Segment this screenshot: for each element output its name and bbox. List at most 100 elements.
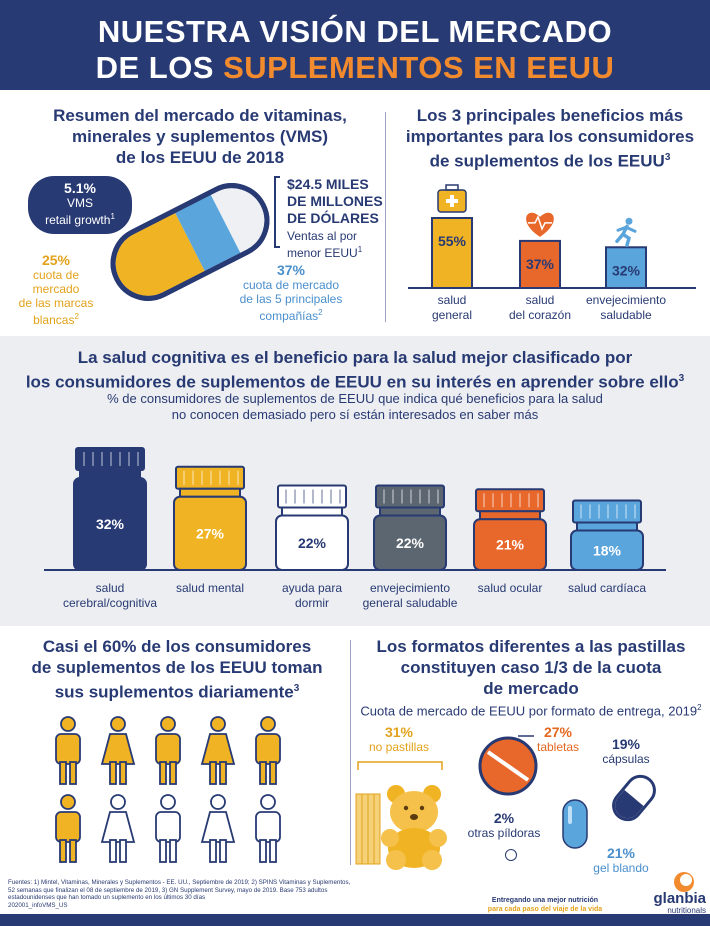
title-accent: SUPLEMENTOS EN EEUU <box>223 50 615 85</box>
sources: Fuentes: 1) Mintel, Vitaminas, Minerales… <box>8 879 448 909</box>
person-filled-icon <box>55 716 81 785</box>
header-banner: NUESTRA VISIÓN DEL MERCADO DE LOS SUPLEM… <box>0 0 710 90</box>
total-desc: Ventas al por <box>287 229 358 243</box>
benefits-title-line: importantes para los consumidores <box>405 127 695 146</box>
bottle-label: salud mental <box>176 581 244 595</box>
nonpill-value: 31% <box>384 724 414 740</box>
private-value: 25% <box>41 252 71 268</box>
first-aid-kit-icon <box>437 184 467 213</box>
softgel-label: gel blando <box>593 861 649 875</box>
person-filled-icon <box>200 716 236 785</box>
bracket <box>274 176 280 248</box>
footnote-sup: 2 <box>697 703 702 712</box>
people-grid <box>40 712 300 872</box>
formats-subtitle: Cuota de mercado de EEUU por formato de … <box>356 703 706 718</box>
benefit-bar <box>431 217 473 289</box>
bottle-label: general saludable <box>363 596 458 610</box>
capsules-value: 19% <box>611 736 641 752</box>
person-filled-icon <box>255 716 281 785</box>
cognitive-title-line: La salud cognitiva es el beneficio para … <box>77 348 633 367</box>
source-line: Fuentes: 1) Mintel, Vitaminas, Minerales… <box>8 879 351 886</box>
benefits-title-line-3: de suplementos de los EEUU3 <box>395 147 705 172</box>
benefit-bar <box>519 239 561 289</box>
daily-title-text: sus suplementos diariamente <box>54 682 294 702</box>
heart-icon <box>526 212 554 237</box>
vms-title-line: Resumen del mercado de vitaminas, <box>53 106 347 125</box>
growth-label-2: retail growth1 <box>28 210 132 227</box>
growth-label-text: retail growth <box>45 213 111 227</box>
formats-title: Los formatos diferentes a las pastillas … <box>356 636 706 699</box>
person-filled-icon <box>100 716 136 785</box>
top5-share: 37% cuota de mercado de las 5 principale… <box>232 262 350 323</box>
total-line: $24.5 MILES <box>287 176 369 192</box>
private-line: de las marcas <box>18 296 94 310</box>
source-line: 52 semanas que finalizan el 08 de septie… <box>8 886 328 894</box>
daily-title-line-3: sus suplementos diariamente3 <box>12 678 342 703</box>
top5-value: 37% <box>276 262 306 278</box>
source-line: estadounidenses que han tomado un suplem… <box>8 894 206 902</box>
benefit-value: 32% <box>612 262 641 278</box>
person-outline-icon <box>200 794 236 863</box>
other-value: 2% <box>493 810 515 826</box>
supplement-bottle <box>373 484 447 571</box>
top5-line-text: compañías <box>259 309 319 323</box>
bottle-value: 22% <box>396 535 425 551</box>
other-pill-icon <box>505 849 517 861</box>
nonpill-label: no pastillas <box>368 740 430 754</box>
formats-title-line: constituyen caso 1/3 de la cuota <box>400 658 662 677</box>
benefit-label: salud <box>526 293 555 307</box>
capsule-icon <box>612 774 656 822</box>
gummy-bear-icon <box>355 761 447 870</box>
bottles-chart: 32% salud cerebral/cognitiva 27% salud menta… <box>0 425 710 625</box>
softgel-value: 21% <box>606 845 636 861</box>
footnote-sup: 3 <box>678 373 685 384</box>
supplement-bottle <box>473 488 547 571</box>
person-filled-icon <box>155 716 181 785</box>
benefit-value: 55% <box>438 233 467 249</box>
doc-code: 202001_infoVMS_US <box>8 901 68 909</box>
brand-name: glanbia <box>653 890 706 907</box>
footnote-sup: 1 <box>357 245 363 254</box>
daily-title-line: de suplementos de los EEUU toman <box>31 658 323 677</box>
private-line: cuota de <box>32 268 80 282</box>
capsules-share: 19% cápsulas <box>596 736 656 766</box>
bottle-value: 18% <box>593 542 622 558</box>
total-line: DE DÓLARES <box>287 210 379 226</box>
footnote-sup: 2 <box>74 312 79 321</box>
cognitive-title: La salud cognitiva es el beneficio para … <box>10 347 700 393</box>
benefit-label: envejecimiento <box>586 293 666 307</box>
other-pills-share: 2% otras píldoras <box>456 810 552 840</box>
private-line-4: blancas2 <box>8 310 104 327</box>
bottle-label: cerebral/cognitiva <box>63 596 157 610</box>
capsules-label: cápsulas <box>602 752 650 766</box>
private-label-share: 25% cuota de mercado de las marcas blanc… <box>8 252 104 327</box>
benefits-chart: 55% salud general 37% salud del corazón 32% env… <box>400 180 700 330</box>
tagline: Entregando una mejor nutrición para cada… <box>470 896 620 914</box>
growth-value: 5.1% <box>64 180 96 196</box>
bottle-value: 32% <box>96 516 125 532</box>
cognitive-title-text: los consumidores de suplementos de EEUU … <box>25 372 679 392</box>
daily-title-line: Casi el 60% de los consumidores <box>42 637 312 656</box>
footnote-sup: 3 <box>664 152 671 163</box>
brand-sub: nutritionals <box>667 906 706 915</box>
person-outline-icon <box>155 794 181 863</box>
benefits-title: Los 3 principales beneficios más importa… <box>395 105 705 172</box>
growth-label: VMS <box>66 196 93 210</box>
benefit-bar <box>605 246 647 289</box>
tablets-value: 27% <box>543 724 573 740</box>
softgel-share: 21% gel blando <box>586 845 656 875</box>
supplement-bottle <box>73 447 147 571</box>
person-outline-icon <box>255 794 281 863</box>
total-desc-2: menor EEUU1 <box>287 243 397 260</box>
bottle-label: salud cardíaca <box>568 581 646 595</box>
capsule-pill-icon <box>110 183 270 301</box>
vms-title: Resumen del mercado de vitaminas, minera… <box>40 105 360 168</box>
private-line: mercado <box>32 282 80 296</box>
person-filled-icon <box>55 794 81 863</box>
nonpill-share: 31% no pastillas <box>354 724 444 754</box>
bottle-label: ayuda para <box>282 581 342 595</box>
bottle-value: 21% <box>496 537 525 553</box>
growth-badge: 5.1% VMS retail growth1 <box>28 176 132 234</box>
softgel-icon <box>562 799 588 849</box>
